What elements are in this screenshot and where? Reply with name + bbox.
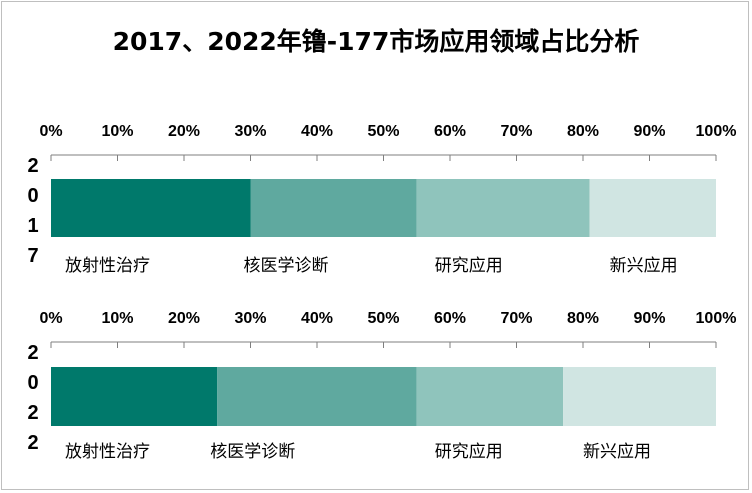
year-label-char: 7	[27, 245, 38, 267]
bar-segment	[51, 179, 251, 237]
year-label-char: 2	[27, 432, 38, 454]
x-tick-label: 90%	[633, 310, 665, 327]
category-label: 放射性治疗	[65, 442, 150, 462]
x-tick-label: 70%	[500, 123, 532, 140]
x-tick-label: 80%	[567, 123, 599, 140]
x-tick-label: 40%	[301, 123, 333, 140]
chart-title: 2017、2022年镥-177市场应用领域占比分析	[112, 27, 640, 56]
bar-segment	[250, 179, 417, 237]
x-tick-label: 20%	[168, 310, 200, 327]
year-label-char: 0	[27, 372, 38, 394]
x-tick-label: 70%	[500, 310, 532, 327]
x-tick-label: 100%	[696, 123, 737, 140]
x-tick-label: 40%	[301, 310, 333, 327]
x-tick-label: 20%	[168, 123, 200, 140]
bar-segment	[51, 367, 218, 426]
category-label: 核医学诊断	[244, 256, 329, 276]
x-tick-label: 60%	[434, 310, 466, 327]
x-tick-label: 0%	[39, 123, 62, 140]
bar-segment	[416, 179, 590, 237]
x-tick-label: 10%	[101, 310, 133, 327]
x-tick-label: 10%	[101, 123, 133, 140]
bar-segment	[217, 367, 417, 426]
category-label: 研究应用	[435, 442, 503, 462]
x-tick-label: 30%	[234, 123, 266, 140]
x-tick-label: 90%	[633, 123, 665, 140]
year-label-char: 2	[27, 342, 38, 364]
x-tick-label: 30%	[234, 310, 266, 327]
category-label: 放射性治疗	[65, 256, 150, 276]
bar-segment	[416, 367, 564, 426]
year-label-char: 2	[27, 402, 38, 424]
category-label: 核医学诊断	[210, 442, 295, 462]
category-label: 新兴应用	[610, 256, 678, 276]
year-label-char: 2	[27, 155, 38, 177]
bar-segment	[589, 179, 716, 237]
year-label-char: 0	[27, 185, 38, 207]
x-tick-label: 50%	[367, 123, 399, 140]
x-tick-label: 0%	[39, 310, 62, 327]
bar-segment	[563, 367, 716, 426]
x-tick-label: 60%	[434, 123, 466, 140]
x-tick-label: 100%	[696, 310, 737, 327]
category-label: 新兴应用	[583, 442, 651, 462]
x-tick-label: 80%	[567, 310, 599, 327]
year-label-char: 1	[27, 215, 38, 237]
category-label: 研究应用	[435, 256, 503, 276]
x-tick-label: 50%	[367, 310, 399, 327]
